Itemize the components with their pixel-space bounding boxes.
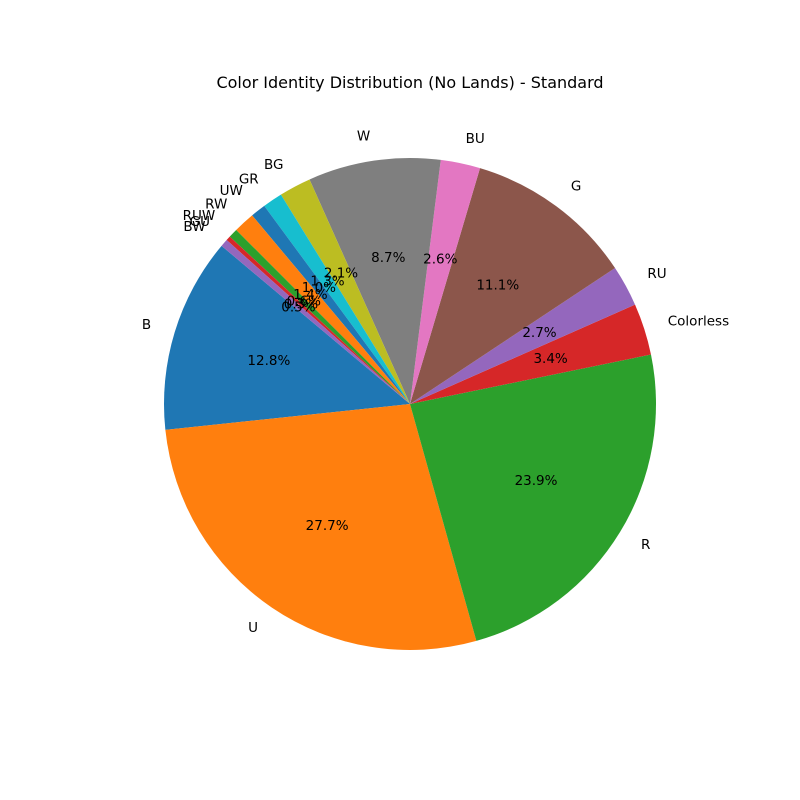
chart-title: Color Identity Distribution (No Lands) -… (216, 73, 603, 92)
slice-label-gr: GR (239, 172, 259, 188)
pie-slice-u (165, 404, 477, 651)
slice-label-ru: RU (647, 266, 666, 282)
slice-label-bu: BU (466, 131, 485, 147)
pie-slice-gr (264, 194, 410, 404)
pie-slice-ru (410, 268, 636, 404)
pie-slice-bu (410, 159, 481, 404)
pct-label-rw: 1.4% (293, 287, 327, 303)
slice-label-bg: BG (264, 157, 284, 173)
percentage-labels: 12.8% 27.7% 23.9% 3.4% 2.7% 11.1% 2.6% 8.7% 2.1%… (247, 250, 568, 534)
pie-slices (163, 157, 657, 651)
pie-slice-bg (280, 179, 410, 404)
pie-slice-uw (252, 205, 410, 404)
slice-label-g: G (571, 178, 581, 194)
pct-label-bu: 2.6% (423, 252, 457, 268)
pie-slice-w (309, 157, 441, 404)
slice-label-gu: GU (190, 214, 210, 230)
pct-label-gu: 0.3% (284, 297, 318, 313)
pct-label-b: 12.8% (247, 353, 290, 369)
slice-label-r: R (641, 537, 650, 553)
slice-label-bw: BW (183, 219, 205, 235)
slice-label-u: U (248, 620, 258, 636)
pct-label-ruw: 0.6% (287, 294, 321, 310)
pie-slice-r (410, 354, 657, 641)
pct-label-colorless: 3.4% (533, 351, 567, 367)
slice-label-uw: UW (220, 183, 243, 199)
pie-slice-colorless (410, 304, 651, 404)
slice-label-colorless: Colorless (668, 314, 729, 330)
slice-label-rw: RW (205, 196, 227, 212)
pct-label-gr: 1.3% (310, 274, 344, 290)
pie-slice-gu (226, 236, 410, 404)
pct-label-r: 23.9% (515, 473, 558, 489)
pie-slice-bw (221, 240, 410, 404)
pct-label-u: 27.7% (306, 518, 349, 534)
pct-label-uw: 1.0% (302, 280, 336, 296)
pie-slice-g (410, 168, 616, 404)
slice-label-ruw: RUW (183, 208, 216, 224)
pct-label-bw: 0.5% (281, 299, 315, 315)
slice-label-b: B (142, 317, 151, 333)
pie-slice-ruw (229, 229, 410, 404)
pie-slice-rw (236, 215, 410, 404)
slice-label-w: W (357, 128, 370, 144)
pct-label-bg: 2.1% (324, 266, 358, 282)
pct-label-g: 11.1% (476, 277, 519, 293)
pct-label-w: 8.7% (371, 250, 405, 266)
pct-label-ru: 2.7% (522, 325, 556, 341)
pie-slice-b (163, 245, 410, 430)
